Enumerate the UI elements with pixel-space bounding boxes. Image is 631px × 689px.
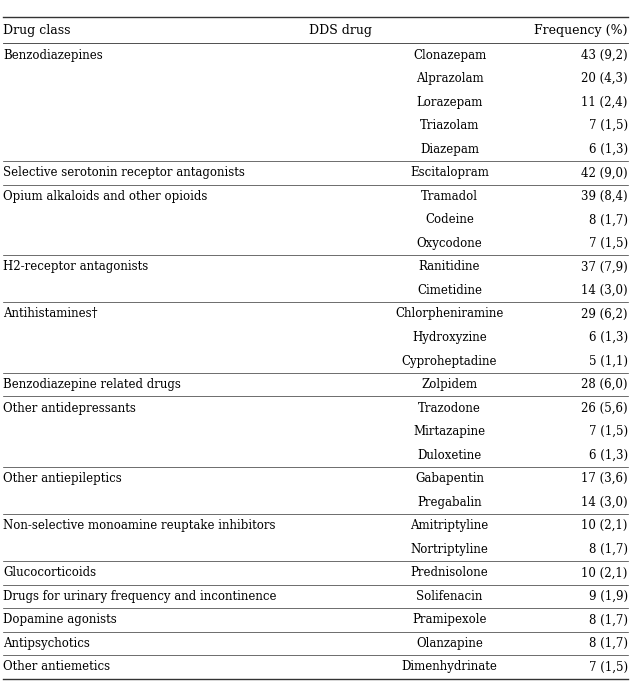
Text: Solifenacin: Solifenacin (416, 590, 483, 603)
Text: Alprazolam: Alprazolam (416, 72, 483, 85)
Text: 8 (1,7): 8 (1,7) (589, 543, 628, 556)
Text: Lorazepam: Lorazepam (416, 96, 483, 109)
Text: 26 (5,6): 26 (5,6) (581, 402, 628, 415)
Text: Glucocorticoids: Glucocorticoids (3, 566, 97, 579)
Text: Trazodone: Trazodone (418, 402, 481, 415)
Text: Chlorpheniramine: Chlorpheniramine (396, 307, 504, 320)
Text: Tramadol: Tramadol (421, 190, 478, 203)
Text: Selective serotonin receptor antagonists: Selective serotonin receptor antagonists (3, 166, 245, 179)
Text: Drug class: Drug class (3, 24, 71, 37)
Text: 14 (3,0): 14 (3,0) (581, 284, 628, 297)
Text: 6 (1,3): 6 (1,3) (589, 143, 628, 156)
Text: 8 (1,7): 8 (1,7) (589, 613, 628, 626)
Text: 7 (1,5): 7 (1,5) (589, 660, 628, 673)
Text: Cimetidine: Cimetidine (417, 284, 482, 297)
Text: Opium alkaloids and other opioids: Opium alkaloids and other opioids (3, 190, 208, 203)
Text: Diazepam: Diazepam (420, 143, 479, 156)
Text: Nortriptyline: Nortriptyline (411, 543, 488, 556)
Text: 14 (3,0): 14 (3,0) (581, 495, 628, 508)
Text: Dimenhydrinate: Dimenhydrinate (402, 660, 497, 673)
Text: 8 (1,7): 8 (1,7) (589, 637, 628, 650)
Text: Drugs for urinary frequency and incontinence: Drugs for urinary frequency and incontin… (3, 590, 276, 603)
Text: 10 (2,1): 10 (2,1) (582, 520, 628, 532)
Text: Escitalopram: Escitalopram (410, 166, 489, 179)
Text: Oxycodone: Oxycodone (416, 237, 483, 250)
Text: 10 (2,1): 10 (2,1) (582, 566, 628, 579)
Text: Duloxetine: Duloxetine (418, 449, 481, 462)
Text: Hydroxyzine: Hydroxyzine (412, 331, 487, 344)
Text: Antipsychotics: Antipsychotics (3, 637, 90, 650)
Text: Zolpidem: Zolpidem (422, 378, 478, 391)
Text: DDS drug: DDS drug (309, 24, 372, 37)
Text: Benzodiazepines: Benzodiazepines (3, 49, 103, 62)
Text: Olanzapine: Olanzapine (416, 637, 483, 650)
Text: Other antiemetics: Other antiemetics (3, 660, 110, 673)
Text: 9 (1,9): 9 (1,9) (589, 590, 628, 603)
Text: 8 (1,7): 8 (1,7) (589, 214, 628, 227)
Text: 17 (3,6): 17 (3,6) (581, 472, 628, 485)
Text: 6 (1,3): 6 (1,3) (589, 331, 628, 344)
Text: Antihistamines†: Antihistamines† (3, 307, 98, 320)
Text: 20 (4,3): 20 (4,3) (581, 72, 628, 85)
Text: Other antidepressants: Other antidepressants (3, 402, 136, 415)
Text: Prednisolone: Prednisolone (411, 566, 488, 579)
Text: 43 (9,2): 43 (9,2) (581, 49, 628, 62)
Text: Clonazepam: Clonazepam (413, 49, 487, 62)
Text: Ranitidine: Ranitidine (419, 260, 480, 274)
Text: 42 (9,0): 42 (9,0) (581, 166, 628, 179)
Text: 5 (1,1): 5 (1,1) (589, 355, 628, 367)
Text: Codeine: Codeine (425, 214, 474, 227)
Text: Cyproheptadine: Cyproheptadine (402, 355, 497, 367)
Text: 29 (6,2): 29 (6,2) (581, 307, 628, 320)
Text: Non-selective monoamine reuptake inhibitors: Non-selective monoamine reuptake inhibit… (3, 520, 276, 532)
Text: H2-receptor antagonists: H2-receptor antagonists (3, 260, 148, 274)
Text: Frequency (%): Frequency (%) (534, 24, 628, 37)
Text: 11 (2,4): 11 (2,4) (582, 96, 628, 109)
Text: 28 (6,0): 28 (6,0) (581, 378, 628, 391)
Text: Pramipexole: Pramipexole (412, 613, 487, 626)
Text: 39 (8,4): 39 (8,4) (581, 190, 628, 203)
Text: Pregabalin: Pregabalin (417, 495, 482, 508)
Text: 7 (1,5): 7 (1,5) (589, 237, 628, 250)
Text: Gabapentin: Gabapentin (415, 472, 484, 485)
Text: 7 (1,5): 7 (1,5) (589, 425, 628, 438)
Text: Dopamine agonists: Dopamine agonists (3, 613, 117, 626)
Text: 7 (1,5): 7 (1,5) (589, 119, 628, 132)
Text: Mirtazapine: Mirtazapine (413, 425, 486, 438)
Text: Other antiepileptics: Other antiepileptics (3, 472, 122, 485)
Text: Triazolam: Triazolam (420, 119, 480, 132)
Text: Benzodiazepine related drugs: Benzodiazepine related drugs (3, 378, 181, 391)
Text: 37 (7,9): 37 (7,9) (581, 260, 628, 274)
Text: 6 (1,3): 6 (1,3) (589, 449, 628, 462)
Text: Amitriptyline: Amitriptyline (410, 520, 489, 532)
